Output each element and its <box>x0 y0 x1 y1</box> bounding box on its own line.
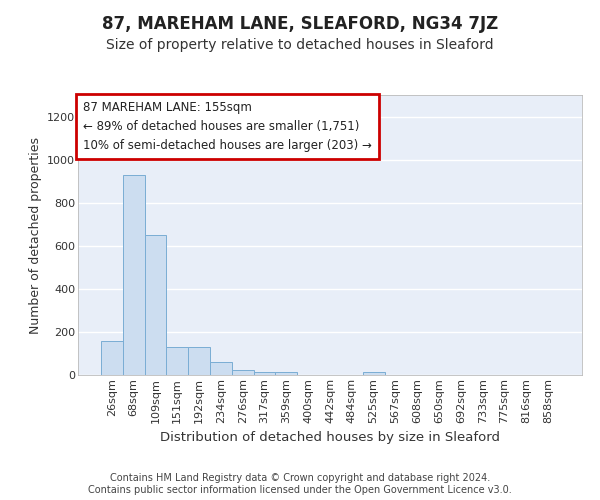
Bar <box>254 372 275 375</box>
Bar <box>166 347 188 375</box>
Bar <box>275 372 297 375</box>
Bar <box>210 362 232 375</box>
Bar <box>101 340 123 375</box>
Y-axis label: Number of detached properties: Number of detached properties <box>29 136 41 334</box>
Bar <box>363 372 385 375</box>
Text: Size of property relative to detached houses in Sleaford: Size of property relative to detached ho… <box>106 38 494 52</box>
Bar <box>145 235 166 375</box>
Bar <box>232 370 254 375</box>
Bar <box>123 174 145 375</box>
Bar <box>188 347 210 375</box>
Text: Contains HM Land Registry data © Crown copyright and database right 2024.
Contai: Contains HM Land Registry data © Crown c… <box>88 474 512 495</box>
X-axis label: Distribution of detached houses by size in Sleaford: Distribution of detached houses by size … <box>160 431 500 444</box>
Text: 87 MAREHAM LANE: 155sqm
← 89% of detached houses are smaller (1,751)
10% of semi: 87 MAREHAM LANE: 155sqm ← 89% of detache… <box>83 100 372 152</box>
Text: 87, MAREHAM LANE, SLEAFORD, NG34 7JZ: 87, MAREHAM LANE, SLEAFORD, NG34 7JZ <box>102 15 498 33</box>
